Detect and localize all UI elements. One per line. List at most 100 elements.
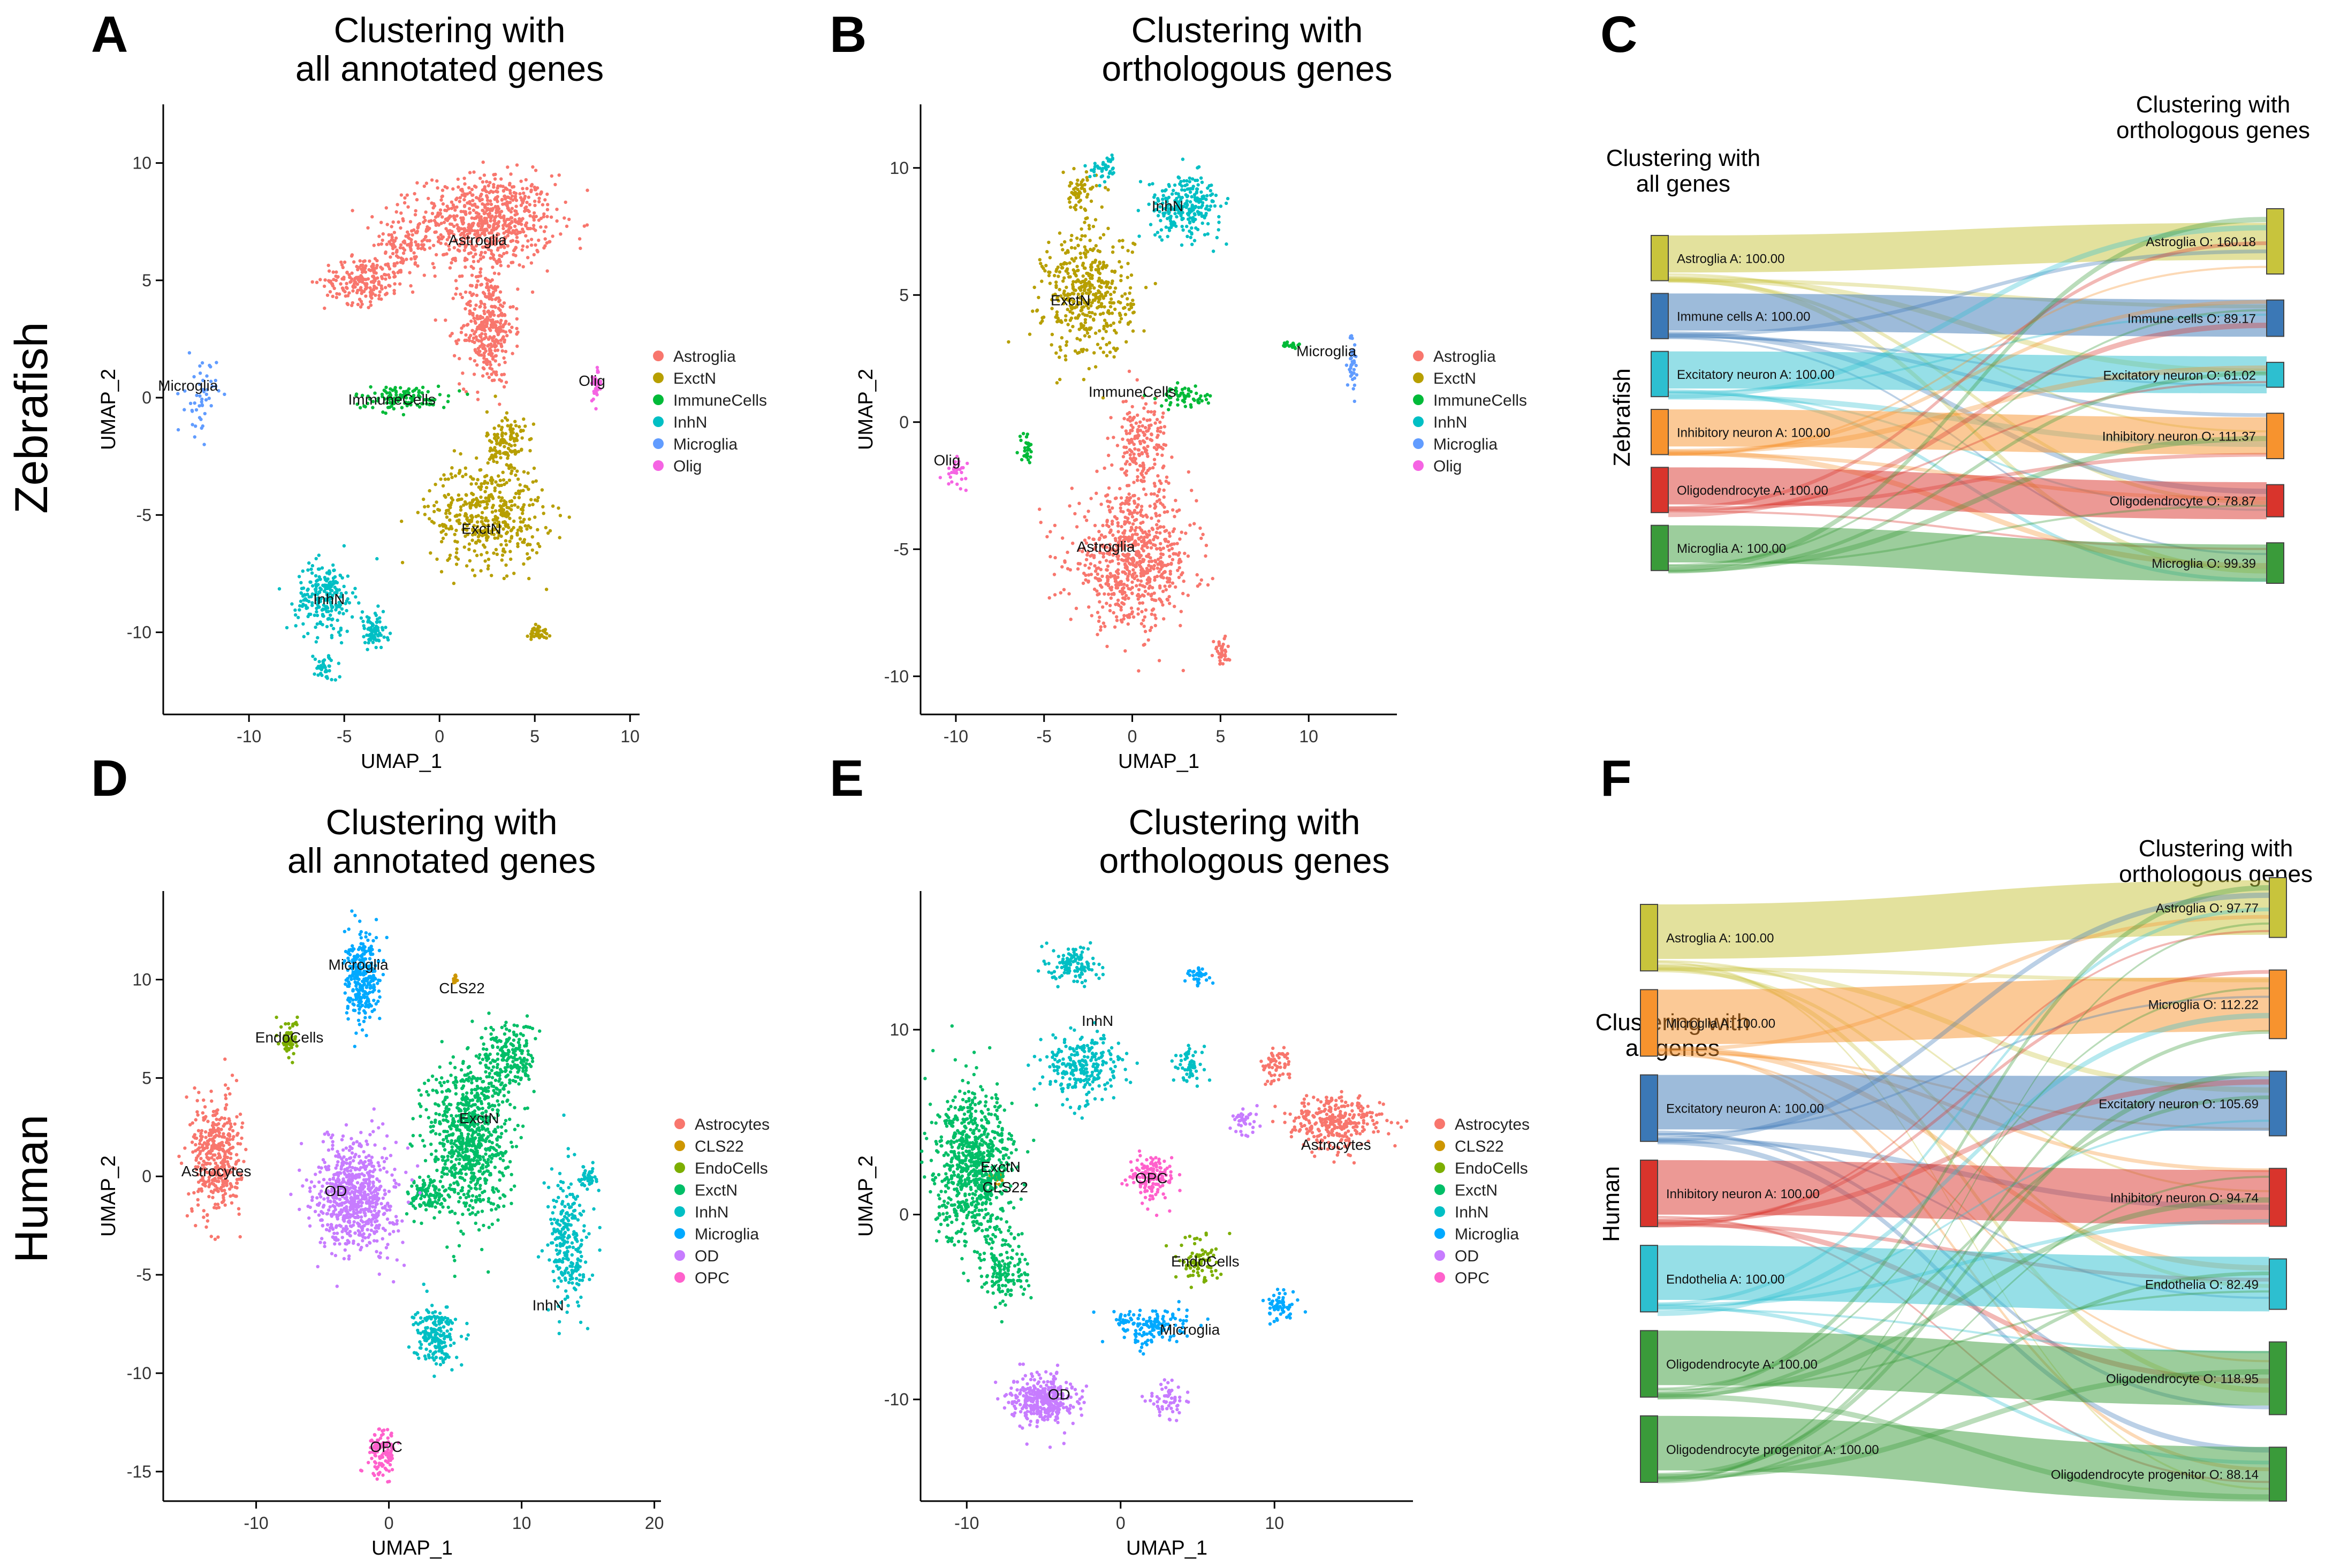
data-point bbox=[237, 1159, 240, 1162]
data-point bbox=[498, 212, 502, 217]
data-point bbox=[1130, 440, 1134, 444]
data-point bbox=[302, 593, 307, 597]
data-point bbox=[1079, 205, 1083, 209]
legend-entry: Olig bbox=[1433, 458, 1462, 475]
data-point bbox=[331, 563, 335, 567]
data-point bbox=[321, 583, 325, 588]
data-point bbox=[1088, 227, 1091, 231]
data-point bbox=[1137, 234, 1141, 238]
data-point bbox=[443, 253, 446, 256]
data-point bbox=[1217, 643, 1221, 648]
data-point bbox=[1123, 521, 1127, 525]
data-point bbox=[316, 636, 320, 640]
data-point bbox=[452, 205, 456, 209]
data-point bbox=[338, 675, 341, 679]
data-point bbox=[470, 216, 474, 220]
data-point bbox=[1108, 508, 1112, 512]
data-point bbox=[505, 411, 509, 415]
data-point bbox=[494, 455, 498, 459]
data-point bbox=[458, 513, 462, 517]
data-point bbox=[1103, 466, 1106, 470]
data-point bbox=[1077, 328, 1081, 331]
data-point bbox=[231, 1193, 235, 1197]
data-point bbox=[1196, 211, 1200, 215]
data-point bbox=[485, 503, 489, 506]
data-point bbox=[1101, 233, 1106, 237]
data-point bbox=[444, 526, 448, 530]
data-point bbox=[1167, 549, 1171, 552]
data-point bbox=[452, 354, 457, 357]
data-point bbox=[503, 313, 506, 317]
data-point bbox=[1073, 246, 1077, 250]
data-point bbox=[1149, 423, 1153, 427]
data-point bbox=[513, 196, 517, 200]
data-point bbox=[1121, 596, 1125, 600]
data-point bbox=[534, 479, 538, 483]
data-point bbox=[534, 632, 538, 636]
data-point bbox=[1087, 605, 1091, 609]
data-point bbox=[1096, 611, 1100, 614]
data-point bbox=[497, 474, 500, 478]
data-point bbox=[391, 270, 396, 274]
data-point bbox=[1125, 460, 1129, 463]
cluster-label: InhN bbox=[1152, 198, 1183, 215]
data-point bbox=[477, 197, 481, 201]
data-point bbox=[372, 243, 376, 247]
data-point bbox=[1100, 574, 1104, 579]
data-point bbox=[521, 512, 525, 515]
data-point bbox=[310, 564, 315, 568]
data-point bbox=[1105, 575, 1109, 579]
data-point bbox=[515, 212, 519, 216]
data-point bbox=[494, 480, 498, 484]
data-point bbox=[1194, 384, 1197, 388]
data-point bbox=[1194, 178, 1197, 182]
data-point bbox=[200, 397, 204, 401]
data-point bbox=[1074, 186, 1077, 190]
data-point bbox=[489, 219, 492, 223]
data-point bbox=[1181, 591, 1185, 596]
data-point bbox=[196, 1129, 201, 1132]
data-point bbox=[444, 242, 448, 246]
data-point bbox=[375, 620, 379, 625]
data-point bbox=[1209, 193, 1213, 197]
data-point bbox=[1155, 417, 1159, 422]
data-point bbox=[1135, 478, 1139, 482]
data-point bbox=[1171, 558, 1175, 561]
data-point bbox=[1154, 616, 1158, 620]
data-point bbox=[1136, 612, 1140, 616]
data-point bbox=[1038, 258, 1042, 262]
data-point bbox=[1162, 488, 1166, 492]
data-point bbox=[1145, 541, 1149, 545]
data-point bbox=[191, 409, 194, 413]
x-tick-label: 0 bbox=[435, 727, 444, 746]
data-point bbox=[485, 551, 489, 554]
data-point bbox=[373, 636, 377, 640]
data-point bbox=[1190, 203, 1194, 207]
data-point bbox=[315, 613, 320, 618]
data-point bbox=[1187, 387, 1190, 391]
data-point bbox=[510, 504, 514, 508]
data-point bbox=[436, 186, 439, 190]
data-point bbox=[391, 247, 395, 250]
data-point bbox=[1190, 242, 1194, 246]
data-point bbox=[369, 627, 373, 631]
data-point bbox=[476, 279, 480, 283]
data-point bbox=[323, 278, 327, 282]
data-point bbox=[938, 476, 943, 479]
data-point bbox=[423, 505, 427, 509]
data-point bbox=[475, 293, 479, 298]
data-point bbox=[1121, 437, 1124, 441]
data-point bbox=[202, 1116, 206, 1120]
data-point bbox=[1069, 181, 1073, 185]
data-point bbox=[1061, 248, 1065, 252]
data-point bbox=[459, 452, 462, 456]
data-point bbox=[1135, 532, 1139, 536]
data-point bbox=[495, 552, 499, 557]
data-point bbox=[371, 623, 375, 627]
data-point bbox=[1082, 378, 1086, 382]
data-point bbox=[375, 638, 379, 642]
data-point bbox=[500, 198, 504, 202]
data-point bbox=[439, 241, 443, 245]
data-point bbox=[1116, 557, 1120, 561]
data-point bbox=[498, 298, 501, 302]
